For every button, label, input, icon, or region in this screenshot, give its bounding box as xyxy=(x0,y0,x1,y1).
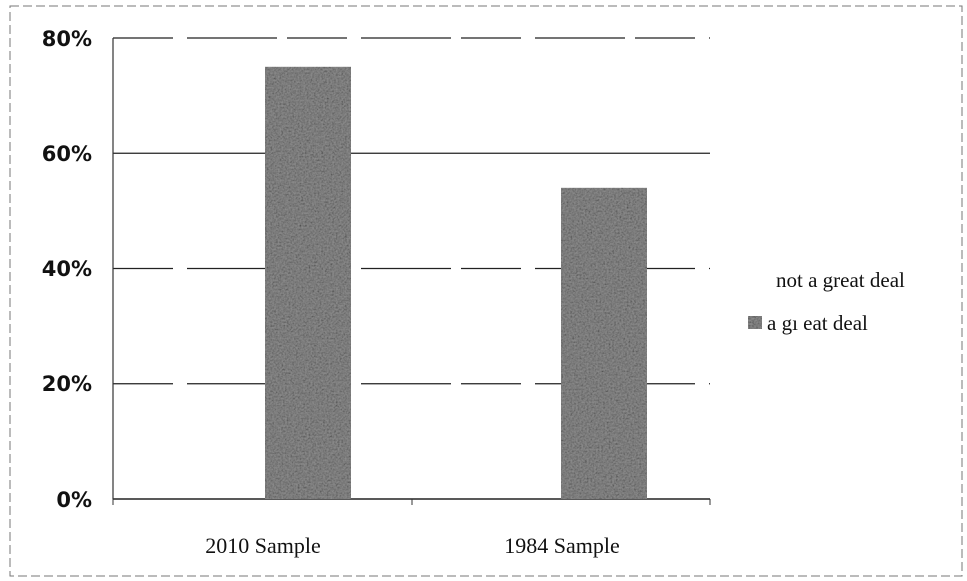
y-tick-label-60: 60% xyxy=(42,142,92,166)
y-tick-label-20: 20% xyxy=(42,372,92,396)
x-axis-category-labels: 2010 Sample 1984 Sample xyxy=(205,533,620,558)
y-tick-label-0: 0% xyxy=(56,488,92,512)
bar-a-great-deal-1984-sample xyxy=(561,187,647,499)
legend-swatch-a-great-deal xyxy=(748,316,762,329)
bar-a-great-deal-2010-sample xyxy=(265,66,351,499)
y-tick-label-40: 40% xyxy=(42,257,92,281)
x-category-label-2010: 2010 Sample xyxy=(205,533,321,558)
legend-label-a-great-deal: a gı eat deal xyxy=(767,311,868,335)
legend-label-not-a-great-deal: not a great deal xyxy=(776,268,905,292)
plot-area xyxy=(112,37,711,505)
y-axis-tick-labels: 0% 20% 40% 60% 80% xyxy=(42,27,92,512)
legend: not a great deal a gı eat deal xyxy=(748,268,905,335)
chart-border xyxy=(9,5,963,577)
y-tick-label-80: 80% xyxy=(42,27,92,51)
x-category-label-1984: 1984 Sample xyxy=(504,533,620,558)
